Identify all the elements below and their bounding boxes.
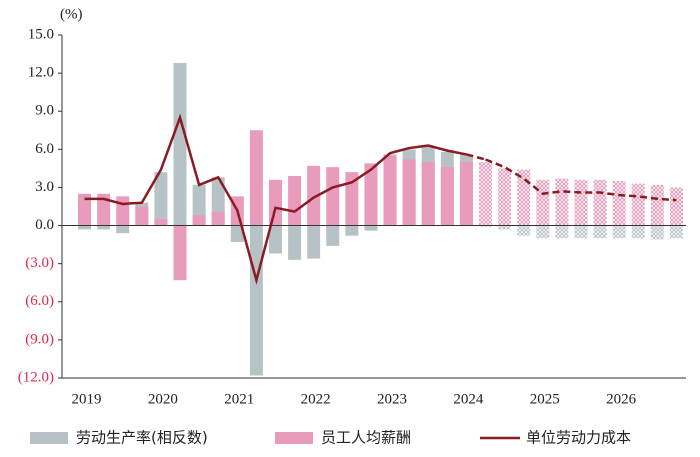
line-bridge: [466, 153, 486, 161]
y-tick-label: 9.0: [35, 103, 54, 119]
bar: [459, 162, 473, 226]
bar: [288, 176, 302, 226]
bar: [517, 225, 531, 236]
bar: [479, 225, 493, 227]
bar: [631, 225, 645, 239]
line: [84, 113, 467, 286]
bar: [555, 178, 569, 226]
bar: [97, 193, 111, 226]
x-tick-label: 2024: [453, 391, 484, 407]
legend-swatch: [275, 432, 313, 444]
bar: [517, 169, 531, 226]
line: [485, 158, 677, 202]
legend-label: 员工人均薪酬: [321, 429, 411, 447]
x-tick-label: 2025: [530, 391, 560, 407]
bar: [574, 179, 588, 226]
bar: [97, 225, 111, 230]
x-tick-label: 2020: [148, 391, 178, 407]
bar: [593, 179, 607, 226]
bar: [612, 181, 626, 226]
bar: [479, 162, 493, 226]
bar: [307, 165, 321, 226]
bar: [650, 184, 664, 226]
bar: [631, 183, 645, 226]
bar: [326, 167, 340, 226]
y-tick-label: 12.0: [28, 65, 54, 81]
bar: [383, 155, 397, 226]
bar: [364, 163, 378, 226]
bar: [78, 193, 92, 226]
bar: [421, 162, 435, 226]
bar: [192, 215, 206, 226]
bar: [249, 225, 263, 376]
bar: [307, 225, 321, 259]
bar: [440, 167, 454, 226]
x-tick-label: 2026: [606, 391, 637, 407]
legend-label: 劳动生产率(相反数): [76, 429, 208, 447]
bar: [116, 196, 130, 226]
bar: [154, 219, 168, 226]
bar: [78, 225, 92, 230]
bar: [135, 206, 149, 226]
y-tick-label: (9.0): [25, 331, 54, 347]
y-tick-label: (6.0): [25, 293, 54, 309]
bar: [345, 225, 359, 236]
x-tick-label: 2021: [224, 391, 254, 407]
bar: [536, 179, 550, 226]
y-tick-label: 0.0: [35, 217, 54, 233]
x-tick-label: 2022: [301, 391, 331, 407]
bar: [650, 225, 664, 240]
bar: [555, 225, 569, 239]
bar: [116, 225, 130, 234]
bar: [574, 225, 588, 239]
bar: [669, 225, 683, 239]
bar: [345, 172, 359, 226]
bar: [669, 187, 683, 226]
legend-label: 单位劳动力成本: [526, 429, 631, 447]
bar: [154, 172, 168, 226]
bar: [326, 225, 340, 246]
bar: [498, 225, 512, 230]
bar: [249, 130, 263, 226]
bar: [593, 225, 607, 239]
x-tick-label: 2019: [71, 391, 101, 407]
unit-label: (%): [60, 6, 83, 22]
bar: [211, 211, 225, 226]
y-tick-label: (12.0): [18, 369, 54, 385]
y-tick-label: 6.0: [35, 141, 54, 157]
bar: [268, 179, 282, 226]
y-tick-label: 3.0: [35, 179, 54, 195]
bar: [402, 159, 416, 226]
bar: [288, 225, 302, 260]
bar: [173, 62, 187, 226]
x-tick-label: 2023: [377, 391, 407, 407]
bar: [498, 168, 512, 226]
y-tick-label: (3.0): [25, 255, 54, 271]
y-tick-label: 15.0: [28, 26, 54, 42]
bar: [536, 225, 550, 239]
bar: [364, 225, 378, 231]
legend-swatch: [30, 432, 68, 444]
bar: [612, 225, 626, 239]
bar: [268, 225, 282, 254]
bar: [173, 225, 187, 281]
bar: [230, 225, 244, 243]
